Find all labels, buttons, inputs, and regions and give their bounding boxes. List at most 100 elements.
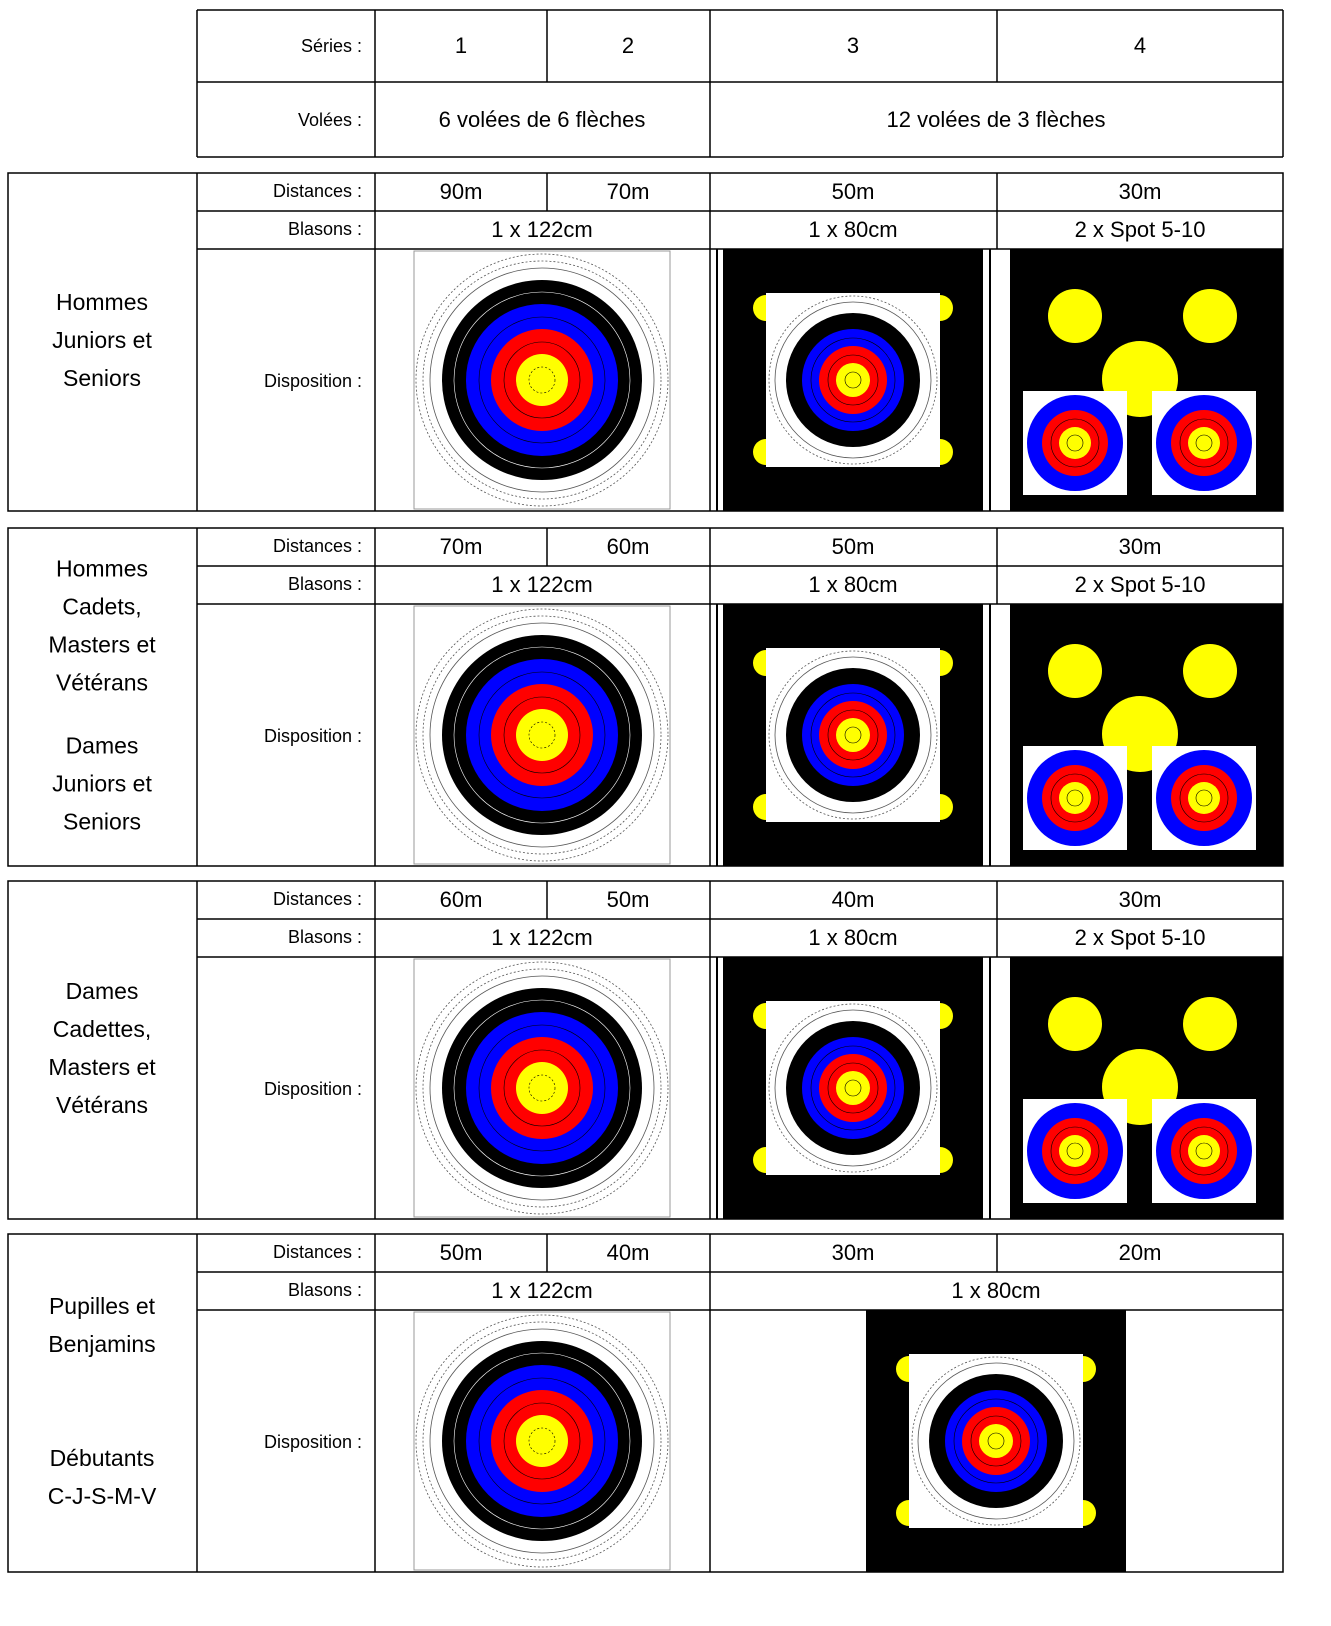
distance: 40m — [607, 1240, 650, 1265]
ring — [979, 1424, 1013, 1458]
category-line: Juniors et — [52, 327, 152, 353]
distance: 30m — [1119, 179, 1162, 204]
category-line: Benjamins — [48, 1331, 155, 1357]
disposition-label: Disposition : — [264, 1432, 362, 1452]
series-number: 1 — [455, 33, 467, 58]
ring — [415, 253, 669, 507]
ring — [774, 656, 932, 814]
ring — [1188, 782, 1220, 814]
category-line: Hommes — [56, 556, 148, 582]
ring — [917, 1362, 1075, 1520]
ring — [768, 295, 938, 465]
distance: 70m — [607, 179, 650, 204]
ring — [1195, 1142, 1213, 1160]
blason: 2 x Spot 5-10 — [1075, 217, 1206, 242]
ring — [1066, 789, 1084, 807]
ring — [844, 371, 862, 389]
volees-text: 12 volées de 3 flèches — [887, 107, 1106, 132]
ring — [836, 718, 870, 752]
category-line: Pupilles et — [49, 1293, 156, 1319]
ring — [478, 671, 606, 799]
distances-label: Distances : — [273, 1242, 362, 1262]
series-number: 2 — [622, 33, 634, 58]
blason: 1 x 122cm — [491, 1278, 593, 1303]
ring — [774, 1009, 932, 1167]
ring — [987, 1432, 1005, 1450]
ring — [478, 1024, 606, 1152]
ring — [953, 1398, 1039, 1484]
ring — [844, 726, 862, 744]
ring — [1179, 1126, 1229, 1176]
ring — [768, 1003, 938, 1173]
disposition-label: Disposition : — [264, 726, 362, 746]
ring — [453, 999, 631, 1177]
block-border — [7, 880, 1284, 1220]
ring — [415, 1314, 669, 1568]
ring — [810, 337, 896, 423]
ring — [528, 1074, 556, 1102]
distance: 30m — [1119, 887, 1162, 912]
ring — [1183, 644, 1237, 698]
ring — [1050, 1126, 1100, 1176]
distances-label: Distances : — [273, 536, 362, 556]
ring — [1188, 1135, 1220, 1167]
category-line: Cadettes, — [53, 1016, 151, 1042]
blasons-label: Blasons : — [288, 1280, 362, 1300]
distance: 50m — [607, 887, 650, 912]
ring — [453, 291, 631, 469]
ring — [516, 1062, 568, 1114]
ring — [1050, 418, 1100, 468]
ring — [503, 341, 581, 419]
category-line: Dames — [66, 978, 139, 1004]
distances-label: Distances : — [273, 181, 362, 201]
ring — [844, 1079, 862, 1097]
block-border — [7, 172, 1284, 512]
category-line: Vétérans — [56, 670, 148, 696]
ring — [422, 260, 662, 500]
ring — [1195, 434, 1213, 452]
blason: 2 x Spot 5-10 — [1075, 572, 1206, 597]
distance: 60m — [607, 534, 650, 559]
distance: 30m — [832, 1240, 875, 1265]
distance: 90m — [440, 179, 483, 204]
ring — [1195, 789, 1213, 807]
block-border — [7, 527, 1284, 867]
ring — [1048, 289, 1102, 343]
ring — [1066, 1142, 1084, 1160]
series-label: Séries : — [301, 36, 362, 56]
ring — [478, 1377, 606, 1505]
blason: 1 x 122cm — [491, 925, 593, 950]
category-line: Masters et — [48, 1054, 156, 1080]
ring — [774, 301, 932, 459]
ring — [478, 316, 606, 444]
ring — [836, 1071, 870, 1105]
ring — [516, 709, 568, 761]
category-line: Juniors et — [52, 771, 152, 797]
ring — [1188, 427, 1220, 459]
ring — [827, 709, 879, 761]
ring — [1179, 773, 1229, 823]
ring — [503, 1402, 581, 1480]
blason: 1 x 80cm — [808, 572, 897, 597]
disposition-label: Disposition : — [264, 371, 362, 391]
distance: 50m — [832, 534, 875, 559]
distance: 50m — [440, 1240, 483, 1265]
ring — [422, 968, 662, 1208]
category-line: C-J-S-M-V — [48, 1483, 157, 1509]
ring — [453, 646, 631, 824]
ring — [516, 1415, 568, 1467]
ring — [810, 692, 896, 778]
ring — [429, 622, 655, 848]
category-line: Cadets, — [62, 594, 141, 620]
blason: 1 x 122cm — [491, 572, 593, 597]
ring — [503, 1049, 581, 1127]
category-line: Dames — [66, 733, 139, 759]
distance: 30m — [1119, 534, 1162, 559]
blason: 1 x 80cm — [808, 925, 897, 950]
ring — [1059, 1135, 1091, 1167]
ring — [422, 1321, 662, 1561]
blasons-label: Blasons : — [288, 219, 362, 239]
ring — [810, 1045, 896, 1131]
ring — [415, 961, 669, 1215]
